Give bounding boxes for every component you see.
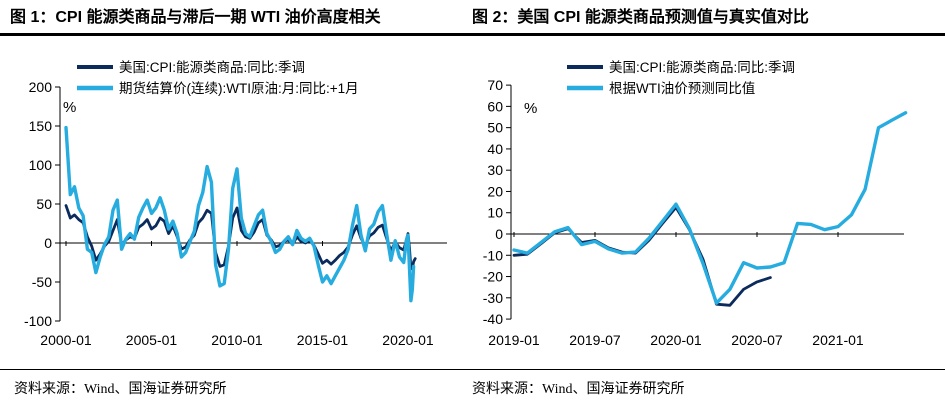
y-tick-label: 100 (29, 157, 53, 173)
x-tick-label: 2020-01 (650, 332, 702, 348)
figure2-line-chart: 70 60 50 40 30 20 10 0 -10 -20 -30 -40 2019-01 2019-0… (483, 60, 908, 348)
y-tick-label: 50 (487, 120, 503, 136)
y-tick-label: -40 (483, 311, 503, 327)
figure2-source-note: 资料来源：Wind、国海证券研究所 (472, 382, 685, 397)
figure1-line-chart: 200 150 100 50 0 -50 -100 2000-01 2005-01 2010-01… (24, 60, 447, 348)
figure2-chart-area: 70 60 50 40 30 20 10 0 -10 -20 -30 -40 2019-01 2019-0… (472, 55, 944, 365)
x-tick-label: 2020-01 (382, 332, 434, 348)
y-tick-label: 60 (487, 98, 503, 114)
x-tick-label: 2019-01 (488, 332, 540, 348)
figure1-chart-area: 200 150 100 50 0 -50 -100 2000-01 2005-01 2010-01… (0, 55, 472, 365)
y-tick-label: 50 (36, 196, 52, 212)
y-tick-label: 20 (487, 183, 503, 199)
y-tick-label: 70 (487, 77, 503, 93)
y-tick-label: -20 (483, 269, 503, 285)
y-tick-label: 0 (44, 235, 52, 251)
y-tick-label: -100 (24, 313, 52, 329)
y-tick-label: -50 (32, 274, 52, 290)
y-tick-label: 150 (29, 118, 53, 134)
footer-separator-rule (0, 369, 945, 370)
figure2-title: 图 2：美国 CPI 能源类商品预测值与真实值对比 (472, 9, 809, 26)
y-tick-label: 10 (487, 205, 503, 221)
legend-label: 期货结算价(连续):WTI原油:月:同比:+1月 (119, 80, 359, 96)
y-tick-label: 40 (487, 141, 503, 157)
y-axis-unit-label: % (524, 100, 537, 117)
title-underline-rule (0, 33, 945, 36)
footer-row: 资料来源：Wind、国海证券研究所 资料来源：Wind、国海证券研究所 (0, 370, 945, 398)
titles-row: 图 1：CPI 能源类商品与滞后一期 WTI 油价高度相关 图 2：美国 CPI… (0, 0, 945, 30)
y-tick-label: -30 (483, 290, 503, 306)
x-tick-label: 2010-01 (211, 332, 263, 348)
wti-series-line (512, 111, 908, 305)
legend-label: 美国:CPI:能源类商品:同比:季调 (609, 60, 795, 75)
x-tick-label: 2005-01 (126, 332, 178, 348)
y-tick-label: -10 (483, 247, 503, 263)
x-tick-label: 2015-01 (297, 332, 349, 348)
y-tick-label: 200 (29, 79, 53, 95)
x-tick-label: 2020-07 (731, 332, 783, 348)
legend-label: 根据WTI油价预测同比值 (609, 81, 755, 96)
legend-label: 美国:CPI:能源类商品:同比:季调 (119, 60, 305, 75)
cpi-series-line (512, 205, 772, 307)
x-tick-label: 2000-01 (40, 332, 92, 348)
y-tick-label: 30 (487, 162, 503, 178)
y-tick-label: 0 (495, 226, 503, 242)
figure1-title: 图 1：CPI 能源类商品与滞后一期 WTI 油价高度相关 (10, 9, 381, 26)
wti-series-line (64, 125, 416, 303)
figure1-source-note: 资料来源：Wind、国海证券研究所 (14, 382, 227, 397)
y-axis-unit-label: % (63, 99, 76, 116)
x-tick-label: 2021-01 (812, 332, 864, 348)
charts-row: 200 150 100 50 0 -50 -100 2000-01 2005-01 2010-01… (0, 55, 945, 365)
x-tick-label: 2019-07 (569, 332, 621, 348)
